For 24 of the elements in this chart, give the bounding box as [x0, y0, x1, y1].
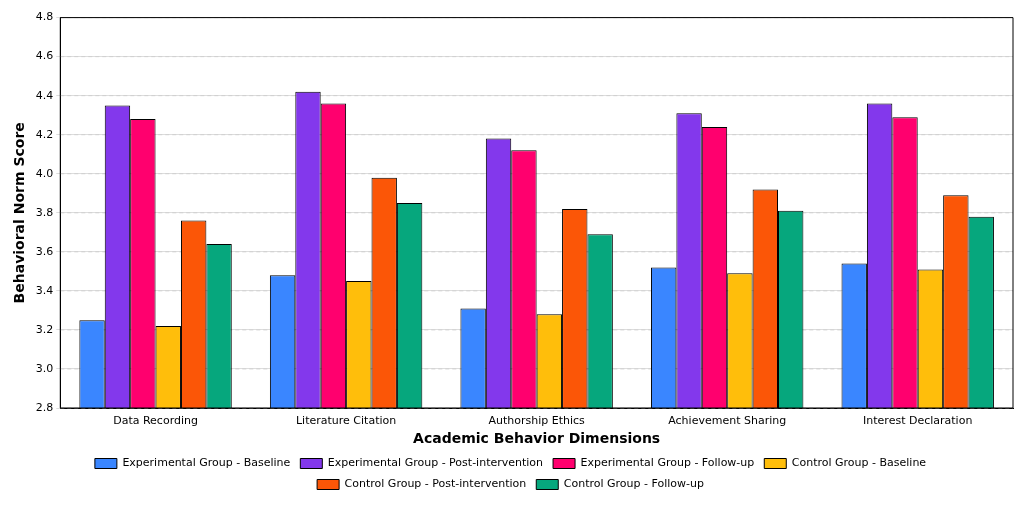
x-axis-title: Academic Behavior Dimensions	[413, 430, 661, 447]
y-tick-label: 4.6	[35, 49, 54, 63]
x-tick-label: Authorship Ethics	[488, 414, 586, 428]
legend-label: Experimental Group - Baseline	[122, 456, 291, 470]
x-tick-label: Literature Citation	[295, 414, 397, 428]
y-tick-label: 3.0	[35, 361, 54, 375]
y-tick-label: 4.0	[35, 166, 54, 180]
y-tick-label: 4.2	[35, 127, 54, 141]
y-tick-label: 4.4	[35, 88, 54, 102]
legend-label: Control Group - Baseline	[791, 456, 927, 470]
legend-label: Experimental Group - Follow-up	[580, 456, 755, 470]
y-tick-label: 3.8	[35, 205, 54, 219]
y-tick-label: 2.8	[35, 400, 54, 414]
legend-label: Experimental Group - Post-intervention	[327, 456, 544, 470]
y-tick-label: 3.4	[35, 283, 54, 297]
y-tick-label: 3.2	[35, 322, 54, 336]
x-tick-label: Data Recording	[113, 414, 198, 428]
y-axis-title: Behavioral Norm Score	[11, 122, 28, 304]
x-tick-label: Achievement Sharing	[668, 414, 787, 428]
y-tick-label: 4.8	[35, 10, 54, 24]
legend-label: Control Group - Follow-up	[563, 477, 704, 491]
legend-label: Control Group - Post-intervention	[344, 477, 527, 491]
x-tick-label: Interest Declaration	[863, 414, 973, 428]
y-tick-label: 3.6	[35, 244, 54, 258]
